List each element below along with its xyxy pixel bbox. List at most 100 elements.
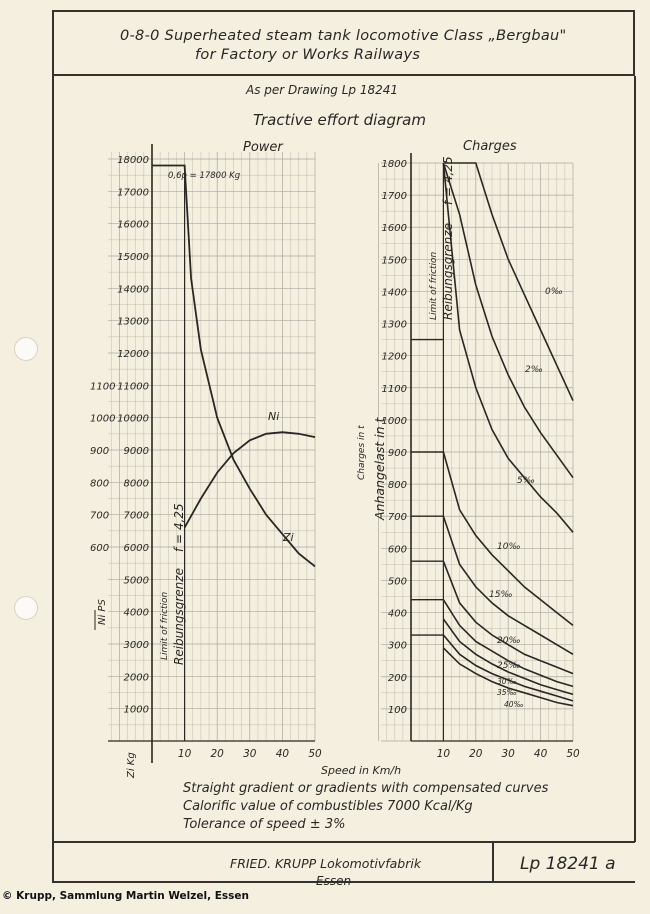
ni-tick-label: 1000: [90, 414, 115, 425]
zi-tick-label: 16000: [117, 220, 149, 231]
zi-curve: [152, 164, 316, 568]
gradient-curve: [442, 162, 574, 533]
charges-friction-label-de: Reibungsgrenze: [441, 223, 455, 320]
zi-tick-label: 10000: [117, 414, 149, 425]
zi-tick-label: 5000: [124, 575, 149, 586]
charges-y-tick: 500: [388, 576, 407, 587]
charges-y-tick: 1000: [382, 416, 407, 427]
frame-right-border: [634, 76, 636, 842]
charges-chart: Charges 100 200 300 400 500 600 700 800 900 1000 11…: [357, 139, 580, 760]
gradient-curve: [442, 560, 574, 675]
gradient-curve: [442, 515, 574, 655]
gradient-curve-label: 0‰: [545, 287, 563, 297]
charges-y-tick: 800: [388, 480, 407, 491]
gradient-curve-label: 10‰: [497, 542, 521, 552]
punch-hole: [14, 337, 38, 361]
gradient-curve-label: 15‰: [489, 590, 513, 600]
note-calorific: Calorific value of combustibles 7000 Kca…: [183, 799, 473, 814]
charges-y-tick: 1300: [382, 320, 407, 331]
charges-friction-label-en: Limit of friction: [429, 251, 439, 320]
note-gradient: Straight gradient or gradients with comp…: [183, 781, 549, 796]
gradient-curve-label: 5‰: [517, 476, 535, 486]
charges-y-tick: 1100: [382, 384, 407, 395]
title-line-2: for Factory or Works Railways: [195, 47, 421, 63]
gradient-curve: [443, 162, 574, 401]
charges-chart-title: Charges: [463, 139, 517, 154]
charges-y-tick: 300: [388, 641, 407, 652]
zi-tick-label: 17000: [117, 187, 149, 198]
zi-tick-label: 11000: [117, 381, 149, 392]
ni-tick-label: 1100: [90, 381, 115, 392]
charges-y-tick: 100: [388, 705, 407, 716]
power-friction-label-en: Limit of friction: [160, 591, 170, 660]
ni-tick-label: 800: [90, 478, 109, 489]
gradient-curve-label: 2‰: [525, 365, 543, 375]
ni-tick-label: 700: [90, 511, 109, 522]
charges-y-tick: 400: [388, 609, 407, 620]
charges-y-tick: 1700: [382, 191, 407, 202]
ni-curve-label: Ni: [268, 410, 279, 423]
footer-divider: [492, 841, 494, 883]
zi-curve-label: Zi: [282, 531, 294, 544]
zi-tick-label: 15000: [117, 252, 149, 263]
zi-tick-label: 12000: [117, 349, 149, 360]
charges-x-tick: 30: [502, 748, 516, 760]
gradient-curve: [442, 451, 574, 627]
charges-y-tick: 1500: [382, 255, 407, 266]
zi-tick-label: 4000: [124, 608, 149, 619]
zi-tick-label: 1000: [124, 705, 149, 716]
drawing-number: Lp 18241 a: [520, 854, 616, 874]
charges-x-tick: 20: [469, 748, 483, 760]
charges-y-tick: 1200: [382, 352, 407, 363]
gradient-curve: [442, 618, 574, 696]
frame-left-border: [52, 76, 54, 882]
gradient-curve: [442, 634, 574, 702]
power-x-tick: 40: [276, 748, 290, 760]
zi-tick-label: 3000: [124, 640, 149, 651]
gradient-curve: [442, 599, 574, 688]
power-friction-label-de: Reibungsgrenze: [172, 568, 186, 665]
title-line-1: 0-8-0 Superheated steam tank locomotive …: [120, 28, 567, 44]
gradient-curve-label: 20‰: [497, 636, 521, 646]
maker-city: Essen: [316, 874, 352, 888]
footer-box: [52, 841, 635, 883]
ni-curve: [183, 431, 316, 529]
charges-y-label-en: Charges in t: [357, 425, 367, 480]
power-x-tick: 50: [308, 748, 322, 760]
note-tolerance: Tolerance of speed ± 3%: [183, 817, 346, 832]
power-friction-factor: f = 4,25: [172, 503, 186, 552]
gradient-curve-label: 30‰: [497, 677, 517, 686]
copyright-notice: © Krupp, Sammlung Martin Welzel, Essen: [2, 890, 250, 902]
ni-tick-label: 600: [90, 543, 109, 554]
charges-x-tick: 40: [534, 748, 548, 760]
charges-y-tick: 900: [388, 448, 407, 459]
charges-x-tick: 10: [437, 748, 451, 760]
zi-axis-label: Zi Kg: [126, 752, 137, 779]
power-chart-title: Power: [243, 140, 284, 155]
drawing-reference: As per Drawing Lp 18241: [246, 83, 399, 97]
punch-hole: [14, 596, 38, 620]
zi-tick-label: 7000: [124, 511, 149, 522]
charges-y-tick: 600: [388, 544, 407, 555]
charges-y-tick: 1600: [382, 223, 407, 234]
power-x-label: Speed in Km/h: [321, 764, 401, 777]
gradient-curve: [442, 647, 574, 707]
ni-tick-label: 900: [90, 446, 109, 457]
friction-top-label: 0,6p = 17800 Kg: [168, 171, 241, 181]
diagram-title: Tractive effort diagram: [253, 111, 426, 129]
charges-y-tick: 700: [388, 512, 407, 523]
gradient-curve-label: 35‰: [497, 688, 517, 697]
zi-tick-label: 2000: [124, 672, 149, 683]
ni-axis-label: Ni PS: [97, 599, 108, 625]
zi-tick-label: 8000: [124, 478, 149, 489]
zi-tick-label: 18000: [117, 155, 149, 166]
zi-tick-label: 6000: [124, 543, 149, 554]
charges-y-tick: 200: [388, 673, 407, 684]
power-x-tick: 30: [243, 748, 257, 760]
gradient-curve: [442, 162, 574, 479]
power-x-tick: 10: [178, 748, 192, 760]
charges-x-tick: 50: [566, 748, 580, 760]
zi-tick-label: 14000: [117, 284, 149, 295]
